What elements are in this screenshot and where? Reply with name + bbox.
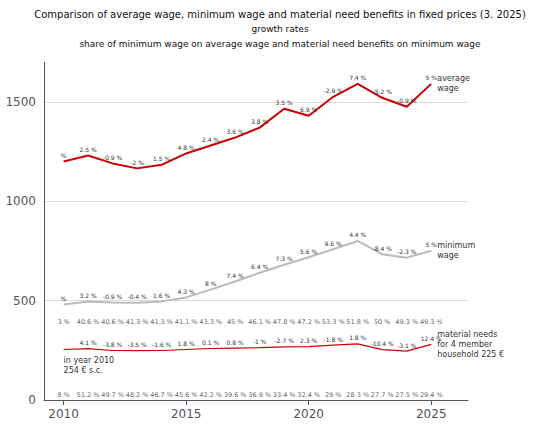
svg-text:8 %: 8 %: [205, 280, 217, 287]
svg-text:0.1 %: 0.1 %: [202, 339, 219, 346]
svg-text:5 %: 5 %: [426, 74, 438, 81]
svg-text:49.3 %: 49.3 %: [420, 318, 443, 326]
svg-text:-0.9 %: -0.9 %: [397, 97, 417, 104]
svg-text:minimum: minimum: [437, 241, 475, 250]
svg-text:7.4 %: 7.4 %: [227, 272, 244, 279]
svg-text:43.3 %: 43.3 %: [199, 318, 222, 326]
svg-text:%: %: [61, 295, 67, 302]
svg-text:wage: wage: [437, 251, 459, 260]
svg-text:29.4 %: 29.4 %: [420, 391, 443, 399]
svg-text:46.1 %: 46.1 %: [248, 318, 271, 326]
svg-text:household 225 €: household 225 €: [437, 350, 504, 359]
svg-text:500: 500: [13, 294, 36, 308]
svg-text:3.5 %: 3.5 %: [276, 99, 293, 106]
svg-text:2020: 2020: [293, 407, 324, 421]
svg-text:2010: 2010: [48, 407, 79, 421]
svg-text:Comparison of average wage, mi: Comparison of average wage, minimum wage…: [34, 9, 526, 20]
svg-text:47.2 %: 47.2 %: [297, 318, 320, 326]
svg-text:growth rates: growth rates: [251, 24, 308, 34]
svg-text:49.3 %: 49.3 %: [395, 318, 418, 326]
svg-text:40.6 %: 40.6 %: [77, 318, 100, 326]
svg-text:50 %: 50 %: [374, 318, 391, 326]
svg-text:for 4 member: for 4 member: [437, 340, 493, 349]
svg-text:-2.9 %: -2.9 %: [324, 87, 344, 94]
svg-text:1000: 1000: [5, 194, 36, 208]
svg-text:41.3 %: 41.3 %: [150, 318, 173, 326]
svg-text:254 € s.c.: 254 € s.c.: [64, 366, 103, 375]
svg-text:2025: 2025: [416, 407, 447, 421]
svg-text:-3.5 %: -3.5 %: [127, 341, 147, 348]
svg-text:3 %: 3 %: [57, 318, 69, 326]
svg-text:-3.8 %: -3.8 %: [103, 341, 123, 348]
svg-text:53.3 %: 53.3 %: [322, 318, 345, 326]
svg-text:40.6 %: 40.6 %: [101, 318, 124, 326]
svg-text:4.8 %: 4.8 %: [178, 144, 195, 151]
svg-text:0: 0: [28, 393, 36, 407]
svg-text:12.4 %: 12.4 %: [420, 334, 442, 342]
svg-text:27.7 %: 27.7 %: [371, 391, 394, 399]
svg-text:1.8 %: 1.8 %: [349, 334, 366, 341]
svg-text:1.5 %: 1.5 %: [153, 155, 170, 162]
svg-text:51.2 %: 51.2 %: [77, 391, 100, 399]
svg-text:average: average: [437, 74, 470, 83]
svg-text:36.9 %: 36.9 %: [248, 391, 271, 399]
svg-text:-2.7 %: -2.7 %: [275, 337, 295, 344]
svg-text:-8.4 %: -8.4 %: [373, 245, 393, 252]
svg-text:1.6 %: 1.6 %: [153, 292, 170, 299]
svg-text:2015: 2015: [171, 407, 202, 421]
svg-text:42.2 %: 42.2 %: [199, 391, 222, 399]
svg-text:45.6 %: 45.6 %: [175, 391, 198, 399]
svg-text:-1.6 %: -1.6 %: [152, 341, 172, 348]
svg-text:-0.9 %: -0.9 %: [103, 293, 123, 300]
svg-text:28.3 %: 28.3 %: [346, 391, 369, 399]
svg-text:29 %: 29 %: [325, 391, 342, 399]
svg-text:material needs: material needs: [437, 330, 497, 339]
svg-text:33.4 %: 33.4 %: [273, 391, 296, 399]
svg-text:share of minimum wage on avera: share of minimum wage on average wage an…: [79, 39, 481, 49]
svg-text:4.3 %: 4.3 %: [178, 288, 195, 295]
svg-text:4.4 %: 4.4 %: [349, 231, 366, 238]
svg-text:1.8 %: 1.8 %: [178, 340, 195, 347]
svg-text:5.6 %: 5.6 %: [300, 248, 317, 255]
svg-text:7.3 %: 7.3 %: [276, 255, 293, 262]
svg-text:-0.4 %: -0.4 %: [127, 293, 147, 300]
svg-text:-3.1 %: -3.1 %: [397, 342, 417, 349]
svg-text:-2 %: -2 %: [130, 159, 144, 166]
svg-text:-0.9 %: -0.9 %: [103, 154, 123, 161]
svg-text:2.3 %: 2.3 %: [300, 337, 317, 344]
svg-text:3.2 %: 3.2 %: [80, 292, 97, 299]
svg-text:7.4 %: 7.4 %: [349, 74, 366, 81]
svg-text:47.8 %: 47.8 %: [273, 318, 296, 326]
svg-text:41.3 %: 41.3 %: [126, 318, 149, 326]
svg-text:46.7 %: 46.7 %: [150, 391, 173, 399]
svg-text:-10.4 %: -10.4 %: [371, 340, 394, 347]
svg-text:48.2 %: 48.2 %: [126, 391, 149, 399]
svg-text:in year 2010: in year 2010: [64, 356, 115, 365]
svg-text:3.8 %: 3.8 %: [251, 118, 268, 125]
svg-text:6.4 %: 6.4 %: [251, 263, 268, 270]
svg-text:39.6 %: 39.6 %: [224, 391, 247, 399]
svg-text:45 %: 45 %: [227, 318, 244, 326]
svg-text:0.8 %: 0.8 %: [227, 339, 244, 346]
svg-text:8 %: 8 %: [57, 391, 69, 399]
svg-text:49.7 %: 49.7 %: [101, 391, 124, 399]
svg-text:2.4 %: 2.4 %: [202, 136, 219, 143]
svg-text:%: %: [61, 152, 67, 159]
svg-text:2.5 %: 2.5 %: [80, 146, 97, 153]
svg-text:3.6 %: 3.6 %: [227, 128, 244, 135]
svg-text:-5.2 %: -5.2 %: [373, 88, 393, 95]
svg-text:-1.8 %: -1.8 %: [324, 336, 344, 343]
svg-text:wage: wage: [437, 84, 459, 93]
svg-text:6.9 %: 6.9 %: [300, 106, 317, 113]
svg-text:9.6 %: 9.6 %: [325, 240, 342, 247]
svg-text:41.1 %: 41.1 %: [175, 318, 198, 326]
svg-text:32.4 %: 32.4 %: [297, 391, 320, 399]
svg-text:4.1 %: 4.1 %: [80, 339, 97, 346]
svg-text:1500: 1500: [5, 95, 36, 109]
svg-text:-1 %: -1 %: [253, 338, 267, 345]
svg-text:27.5 %: 27.5 %: [395, 391, 418, 399]
svg-text:51.8 %: 51.8 %: [346, 318, 369, 326]
svg-text:-2.3 %: -2.3 %: [397, 248, 417, 255]
svg-text:5 %: 5 %: [426, 241, 438, 248]
